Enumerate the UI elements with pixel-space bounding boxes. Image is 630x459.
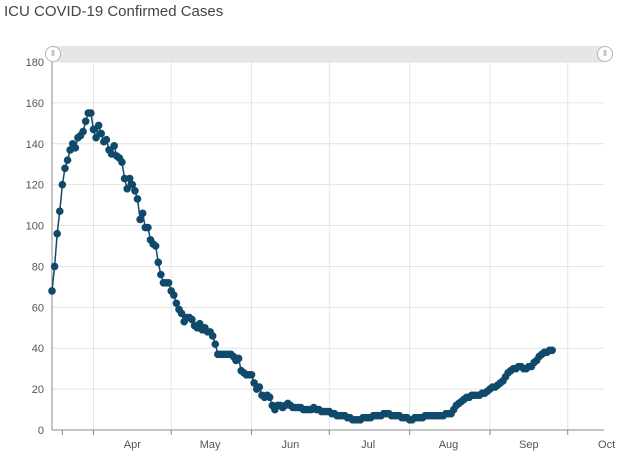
series-points (48, 109, 556, 424)
data-point[interactable] (247, 371, 256, 379)
data-point[interactable] (87, 109, 95, 117)
data-point[interactable] (208, 332, 217, 340)
data-point[interactable] (53, 229, 61, 238)
data-point[interactable] (89, 125, 98, 134)
data-point[interactable] (177, 309, 186, 318)
data-point[interactable] (131, 187, 139, 195)
data-point[interactable] (172, 299, 181, 308)
data-point[interactable] (58, 180, 67, 189)
range-slider-track[interactable] (52, 46, 604, 62)
data-point[interactable] (144, 223, 152, 232)
chart-title: ICU COVID-19 Confirmed Cases (4, 3, 224, 20)
y-tick-label: 120 (26, 180, 44, 192)
data-point[interactable] (55, 207, 64, 216)
data-point[interactable] (188, 315, 196, 324)
data-point[interactable] (138, 209, 147, 218)
data-point[interactable] (548, 346, 556, 355)
x-tick-label: Jul (361, 439, 375, 451)
data-point[interactable] (154, 258, 163, 267)
data-point[interactable] (63, 156, 72, 164)
y-tick-label: 40 (32, 343, 44, 355)
x-tick-label: Sep (519, 439, 539, 451)
x-tick-label: Aug (439, 439, 459, 451)
x-tick-label: May (200, 439, 221, 451)
range-slider-end-handle[interactable]: ll (597, 46, 613, 62)
data-point[interactable] (97, 129, 106, 138)
data-point[interactable] (79, 127, 87, 136)
y-tick-label: 60 (32, 302, 44, 314)
y-tick-label: 80 (32, 261, 44, 273)
data-point[interactable] (81, 117, 90, 126)
data-point[interactable] (118, 158, 126, 166)
data-point[interactable] (61, 164, 69, 173)
data-point[interactable] (136, 215, 144, 224)
data-point[interactable] (133, 195, 142, 203)
x-tick-label: Apr (124, 439, 141, 451)
data-point[interactable] (94, 121, 103, 130)
gridlines (52, 61, 604, 431)
axes: 0 20 40 60 80 100 120 140 160 180 Apr May Jun Jul Aug S… (26, 57, 616, 451)
y-tick-label: 100 (26, 221, 44, 233)
data-point[interactable] (234, 354, 243, 363)
data-point[interactable] (250, 379, 258, 387)
data-point[interactable] (92, 133, 100, 142)
data-point[interactable] (164, 279, 173, 287)
x-tick-label: Oct (598, 439, 615, 451)
y-tick-label: 180 (26, 57, 44, 69)
data-point[interactable] (125, 174, 134, 183)
data-point[interactable] (128, 180, 137, 189)
data-point[interactable] (265, 393, 274, 402)
y-tick-label: 140 (26, 139, 44, 151)
data-point[interactable] (71, 144, 80, 152)
data-point[interactable] (170, 291, 178, 299)
y-tick-label: 20 (32, 384, 44, 396)
data-point[interactable] (110, 142, 118, 150)
data-point[interactable] (123, 184, 131, 193)
data-point[interactable] (48, 287, 56, 295)
y-tick-label: 160 (26, 98, 44, 110)
data-point[interactable] (102, 135, 111, 144)
x-tick-label: Jun (282, 439, 300, 451)
data-point[interactable] (255, 383, 264, 391)
range-slider-start-handle[interactable]: ll (45, 46, 61, 62)
data-point[interactable] (195, 319, 204, 328)
y-tick-label: 0 (38, 425, 44, 437)
data-point[interactable] (157, 270, 165, 279)
data-point[interactable] (50, 262, 59, 271)
data-point[interactable] (151, 242, 160, 250)
data-point[interactable] (211, 340, 220, 348)
